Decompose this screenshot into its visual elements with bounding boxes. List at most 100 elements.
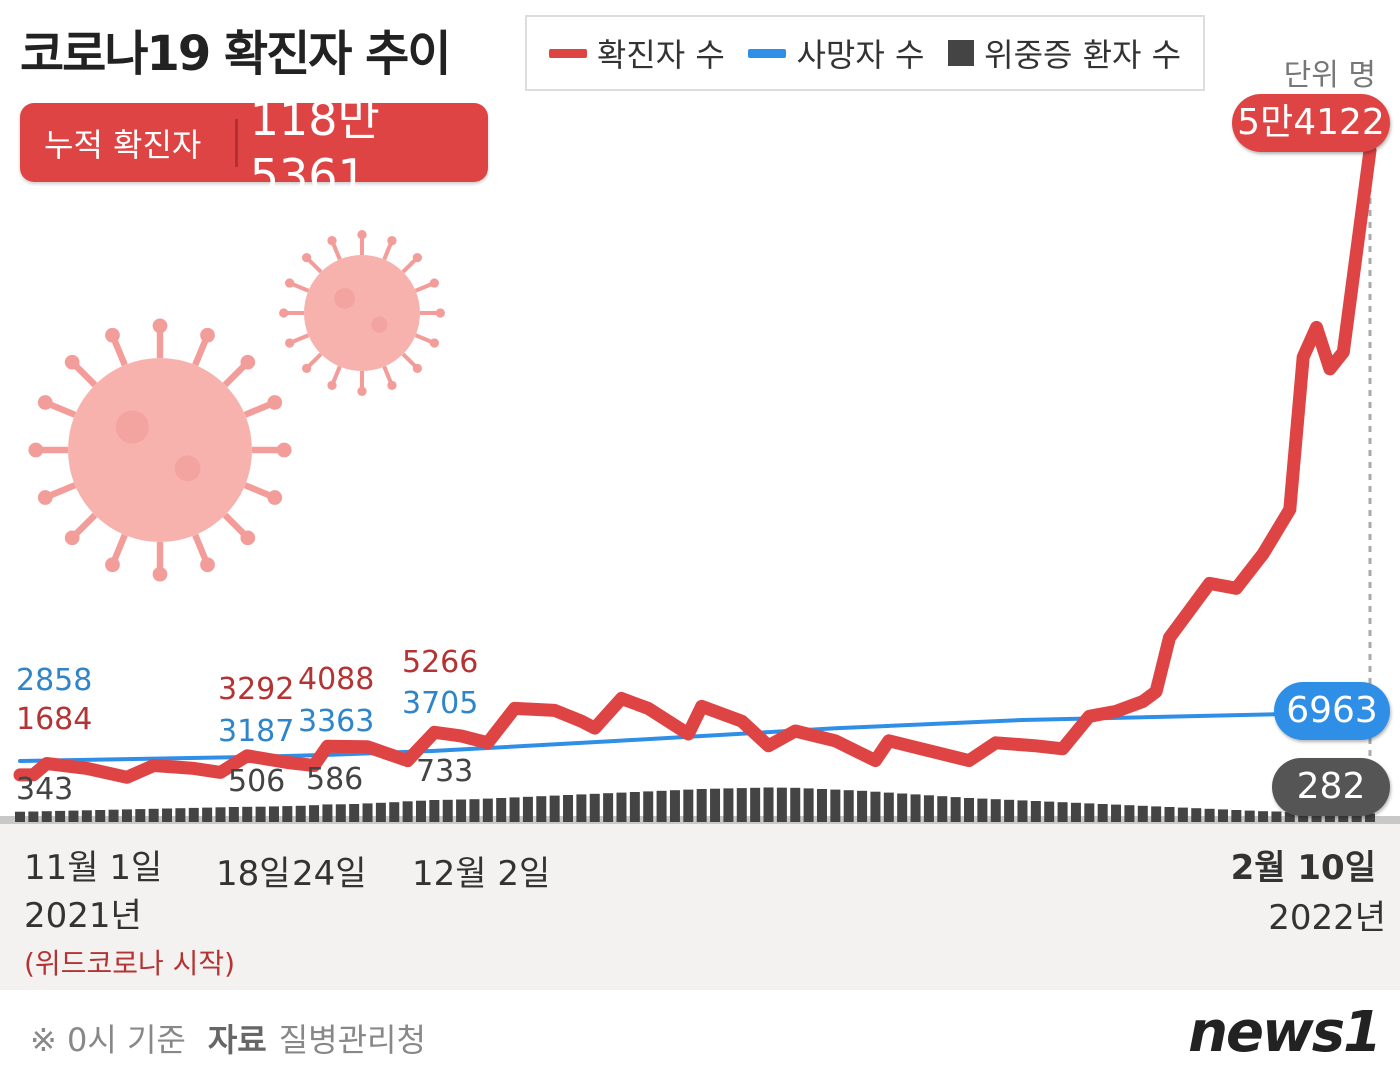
severe-bar — [1164, 807, 1175, 822]
severe-bar — [790, 787, 801, 822]
severe-bar — [148, 808, 159, 822]
legend-label: 위중증 환자 수 — [984, 36, 1182, 74]
deaths-swatch — [748, 48, 787, 58]
severe-bar — [710, 788, 721, 822]
severe-bar — [629, 792, 640, 822]
severe-bar — [202, 807, 213, 822]
divider — [234, 118, 238, 167]
severe-bar — [1030, 801, 1041, 822]
severe-bar — [763, 787, 774, 822]
cumulative-value: 118만5361 — [249, 91, 380, 203]
severe-bar — [589, 793, 600, 822]
severe-bar — [843, 790, 854, 822]
severe-bar — [1004, 799, 1015, 822]
source: 질병관리청 — [278, 1021, 426, 1059]
severe-bar — [1258, 811, 1269, 822]
severe-bars — [15, 787, 1375, 822]
severe-nov18-label: 506 — [228, 764, 286, 799]
severe-bar — [442, 799, 453, 822]
severe-bar — [1244, 810, 1255, 822]
page-title: 코로나19 확진자 추이 — [20, 26, 451, 82]
severe-bar — [897, 793, 908, 822]
severe-bar — [1084, 803, 1095, 822]
x-tick-start: 11월 1일 — [24, 848, 163, 888]
severe-bar — [696, 789, 707, 822]
x-start-year: 2021년 — [24, 896, 142, 936]
severe-bar — [750, 787, 761, 822]
severe-end-pill: 282 — [1272, 758, 1390, 816]
x-tick-nov24: 24일 — [292, 854, 367, 894]
severe-bar — [1044, 801, 1055, 822]
cases-end-pill: 5만4122 — [1232, 94, 1390, 152]
severe-bar — [268, 806, 279, 822]
severe-bar — [415, 800, 426, 822]
severe-bar — [456, 799, 467, 822]
severe-start-label: 343 — [16, 772, 74, 807]
severe-bar — [1017, 800, 1028, 822]
deaths-nov18-label: 3187 — [218, 714, 295, 749]
severe-bar — [1365, 813, 1375, 822]
severe-bar — [228, 807, 239, 822]
severe-bar — [282, 806, 293, 822]
severe-bar — [816, 789, 827, 822]
deaths-nov24-label: 3363 — [298, 704, 375, 739]
deaths-dec2-label: 3705 — [402, 686, 479, 721]
severe-dec2-label: 733 — [416, 754, 474, 789]
footer: ※ 0시 기준 자료 질병관리청 — [30, 1015, 426, 1061]
severe-bar — [1271, 811, 1282, 822]
severe-bar — [549, 795, 560, 822]
severe-bar — [429, 800, 440, 822]
severe-bar — [576, 794, 587, 822]
legend: 확진자 수 사망자 수 위중증 환자 수 — [525, 15, 1205, 91]
cases-line — [13, 144, 1377, 784]
severe-bar — [683, 789, 694, 822]
severe-bar — [1191, 808, 1202, 822]
legend-cases: 확진자 수 — [548, 30, 725, 76]
severe-bar — [1057, 802, 1068, 822]
severe-bar — [309, 805, 320, 822]
x-start-note: (위드코로나 시작) — [24, 947, 236, 980]
severe-bar — [1111, 804, 1122, 822]
severe-bar — [830, 789, 841, 822]
severe-bar — [964, 798, 975, 822]
severe-bar — [883, 792, 894, 822]
severe-bar — [1177, 807, 1188, 822]
cases-swatch — [548, 48, 587, 58]
severe-bar — [335, 804, 346, 822]
severe-bar — [215, 807, 226, 822]
severe-bar — [603, 793, 614, 822]
series-lines — [13, 144, 1377, 784]
severe-bar — [1231, 810, 1242, 822]
severe-bar — [857, 790, 868, 822]
severe-bar — [1298, 812, 1309, 822]
severe-bar — [1311, 812, 1322, 822]
severe-bar — [1151, 806, 1162, 822]
severe-bar — [322, 804, 333, 822]
severe-bar — [242, 806, 253, 822]
x-end-year: 2022년 — [1268, 898, 1386, 938]
severe-bar — [616, 792, 627, 822]
severe-bar — [977, 798, 988, 822]
severe-bar — [95, 810, 106, 822]
severe-bar — [536, 796, 547, 822]
severe-bar — [937, 796, 948, 822]
severe-bar — [41, 811, 52, 822]
x-tick-end: 2월 10일 — [1230, 848, 1376, 888]
severe-bar — [402, 801, 413, 822]
deaths-end-pill: 6963 — [1274, 682, 1390, 740]
source-label: 자료 — [207, 1021, 267, 1059]
virus-illustration — [28, 230, 445, 582]
severe-bar — [362, 803, 373, 822]
severe-bar — [121, 809, 132, 822]
cases-dec2-label: 5266 — [402, 645, 479, 680]
deaths-start-label: 2858 — [16, 663, 93, 698]
severe-bar — [389, 802, 400, 822]
severe-swatch — [948, 40, 975, 66]
severe-bar — [1217, 809, 1228, 822]
virus-icon — [28, 318, 292, 582]
x-tick-dec2: 12월 2일 — [412, 854, 551, 894]
severe-bar — [776, 787, 787, 822]
severe-bar — [1204, 808, 1215, 822]
severe-bar — [643, 791, 654, 822]
severe-bar — [1284, 812, 1295, 822]
